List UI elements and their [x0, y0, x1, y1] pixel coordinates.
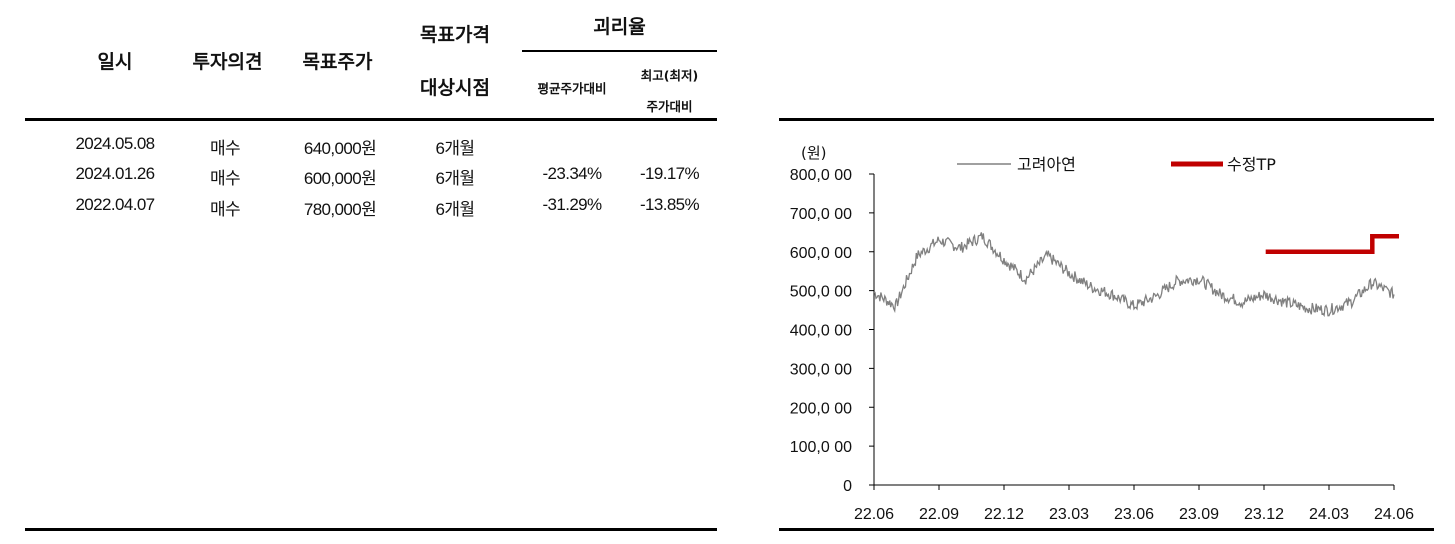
- chart-axes: 0 100,0 00 200,0 00 300,0 00 400,0 00 500,0 0…: [790, 167, 1414, 523]
- x-tick-label: 24.03: [1309, 506, 1349, 523]
- row-gap-avg: -23.34%: [542, 164, 602, 183]
- x-tick-label: 24.06: [1374, 506, 1414, 523]
- row-target-price: 640,000원: [303, 139, 377, 158]
- table-bottom-rule: [25, 528, 717, 531]
- header-gap-avg: 평균주가대비: [537, 81, 607, 96]
- row-date: 2024.05.08: [75, 134, 155, 153]
- x-tick-label: 23.03: [1049, 506, 1089, 523]
- chart-legend: 고려아연 수정TP: [957, 155, 1276, 174]
- y-tick-label: 800,0 00: [790, 167, 852, 184]
- row-target-price: 780,000원: [303, 200, 377, 219]
- x-tick-label: 22.12: [984, 506, 1024, 523]
- header-date: 일시: [97, 51, 133, 73]
- y-tick-label: 700,0 00: [790, 206, 852, 223]
- row-horizon: 6개월: [435, 169, 476, 188]
- header-target-horizon-line2: 대상시점: [420, 77, 490, 99]
- row-horizon: 6개월: [435, 139, 476, 158]
- investment-opinion-table: 일시 투자의견 목표주가 목표가격 대상시점 괴리율 평균주가대비 최고(최저)…: [25, 0, 717, 544]
- price-chart-svg: (원) 0 100,0 00 200,0 00 300,0 00 400,0 00 500…: [779, 118, 1434, 531]
- row-gap-max: -13.85%: [639, 195, 700, 214]
- x-tick-label: 22.06: [854, 506, 894, 523]
- y-tick-label: 500,0 00: [790, 284, 852, 301]
- y-tick-label: 0: [843, 478, 852, 495]
- y-tick-label: 400,0 00: [790, 323, 852, 340]
- row-opinion: 매수: [209, 139, 241, 158]
- row-opinion: 매수: [209, 200, 241, 219]
- y-unit-label: (원): [801, 144, 827, 162]
- price-chart: (원) 0 100,0 00 200,0 00 300,0 00 400,0 00 500…: [779, 0, 1434, 544]
- x-tick-label: 23.09: [1179, 506, 1219, 523]
- header-gap-divider: [522, 50, 717, 52]
- legend-label-price: 고려아연: [1017, 155, 1076, 174]
- y-tick-label: 100,0 00: [790, 439, 852, 456]
- chart-series: [873, 232, 1399, 318]
- series-line-tp: [1265, 233, 1399, 255]
- x-tick-label: 23.06: [1114, 506, 1154, 523]
- table-row: 2024.05.08 매수 640,000원 6개월: [25, 134, 717, 164]
- row-opinion: 매수: [209, 169, 241, 188]
- header-gap: 괴리율: [593, 16, 646, 38]
- row-date: 2022.04.07: [75, 195, 155, 214]
- row-horizon: 6개월: [435, 200, 476, 219]
- table-row: 2024.01.26 매수 600,000원 6개월 -23.34% -19.1…: [25, 164, 717, 194]
- header-target-price: 목표주가: [302, 51, 373, 73]
- table-row: 2022.04.07 매수 780,000원 6개월 -31.29% -13.8…: [25, 195, 717, 225]
- row-target-price: 600,000원: [303, 169, 377, 188]
- x-tick-label: 22.09: [919, 506, 959, 523]
- chart-bottom-rule: [779, 528, 1434, 531]
- y-tick-label: 200,0 00: [790, 400, 852, 417]
- y-tick-label: 600,0 00: [790, 245, 852, 262]
- header-target-horizon-line1: 목표가격: [420, 24, 490, 46]
- header-gap-max-line1: 최고(최저): [640, 68, 699, 83]
- x-tick-label: 23.12: [1244, 506, 1284, 523]
- y-tick-label: 300,0 00: [790, 361, 852, 378]
- header-bottom-rule: [25, 118, 717, 121]
- header-gap-max-line2: 주가대비: [646, 99, 693, 114]
- header-opinion: 투자의견: [192, 51, 263, 73]
- row-date: 2024.01.26: [75, 164, 155, 183]
- row-gap-avg: -31.29%: [542, 195, 602, 214]
- chart-top-rule: [779, 118, 1434, 121]
- row-gap-max: -19.17%: [639, 164, 700, 183]
- series-line-price: [873, 232, 1395, 318]
- legend-label-tp: 수정TP: [1227, 155, 1276, 174]
